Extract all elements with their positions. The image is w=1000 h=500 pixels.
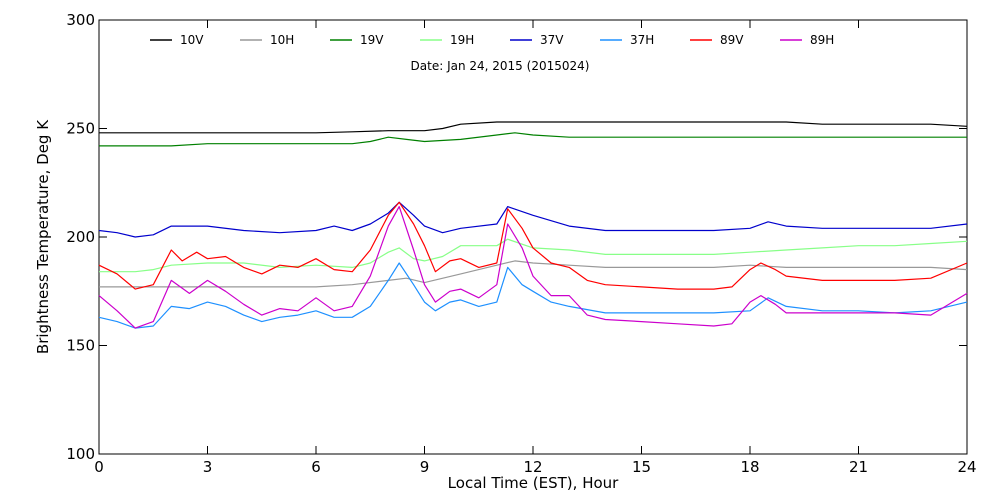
legend-label-89v: 89V [720, 33, 744, 47]
legend-label-10h: 10H [270, 33, 294, 47]
x-axis-title: Local Time (EST), Hour [448, 474, 619, 492]
x-tick-label: 3 [203, 458, 213, 476]
series-line-89v [98, 201, 968, 290]
legend-label-89h: 89H [810, 33, 834, 47]
series-line-19h [99, 238, 968, 273]
y-tick-label: 200 [66, 228, 95, 246]
x-tick-label: 9 [420, 458, 430, 476]
series-lines [98, 121, 968, 329]
plot-frame [98, 19, 968, 455]
series-line-37v [98, 201, 968, 238]
y-axis-title: Brightness Temperature, Deg K [34, 119, 52, 354]
legend-label-19v: 19V [360, 33, 384, 47]
y-tick-label: 250 [66, 120, 95, 138]
legend-label-10v: 10V [180, 33, 204, 47]
legend: 10V 10H 19V 19H 37V 37H 89V 89H [150, 33, 834, 47]
x-tick-label: 0 [94, 458, 104, 476]
x-tick-label: 12 [523, 458, 542, 476]
x-axis-ticks: 0 3 6 9 12 15 18 21 24 [94, 20, 977, 476]
legend-label-19h: 19H [450, 33, 474, 47]
chart-axes [98, 19, 968, 455]
legend-label-37h: 37H [630, 33, 654, 47]
y-tick-label: 300 [66, 11, 95, 29]
series-line-89h [98, 206, 968, 329]
x-tick-label: 21 [849, 458, 868, 476]
x-tick-label: 6 [311, 458, 321, 476]
x-tick-label: 15 [632, 458, 651, 476]
series-line-37h [98, 262, 968, 329]
legend-label-37v: 37V [540, 33, 564, 47]
y-tick-label: 150 [66, 337, 95, 355]
chart-subtitle: Date: Jan 24, 2015 (2015024) [411, 59, 590, 73]
series-line-10h [99, 260, 968, 288]
y-axis-ticks: 100 150 200 250 300 [66, 11, 967, 463]
x-tick-label: 18 [740, 458, 759, 476]
x-tick-label: 24 [957, 458, 976, 476]
y-tick-label: 100 [66, 445, 95, 463]
series-line-10v [99, 121, 968, 134]
series-line-19v [99, 132, 967, 147]
